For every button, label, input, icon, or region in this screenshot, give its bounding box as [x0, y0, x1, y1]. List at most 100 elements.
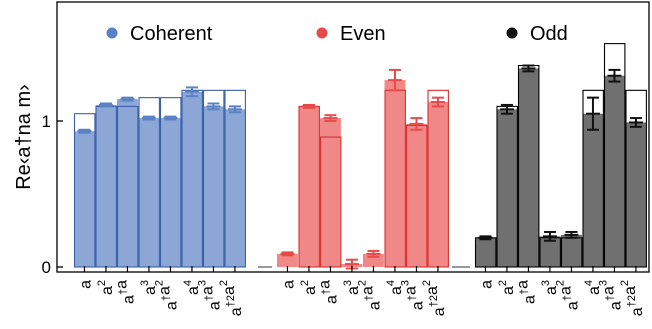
x-tick-label-part: 3	[139, 280, 151, 286]
measured-bar	[561, 234, 582, 267]
x-tick-label-part: 3	[540, 280, 552, 286]
x-tick-label: a†a3	[597, 280, 624, 310]
measured-bar	[518, 68, 539, 267]
x-tick-label-part: a	[156, 286, 173, 295]
x-tick-label: a2	[497, 280, 517, 295]
x-tick-label-part: 2	[421, 280, 433, 286]
x-tick-label-part: a	[402, 286, 419, 295]
x-tick-label-part: †	[518, 289, 530, 295]
measured-bar	[582, 113, 604, 267]
x-tick-label-part: 2	[218, 280, 230, 286]
x-tick-label-part: a	[113, 280, 130, 289]
x-tick-label: a4	[385, 280, 405, 295]
x-tick-label-part: a	[345, 286, 362, 295]
y-tick-label: 0	[42, 258, 51, 277]
x-tick-label-part: 2	[554, 280, 566, 286]
legend-label: Even	[340, 23, 386, 45]
x-tick-label: a†2a2	[218, 280, 245, 316]
measured-bar	[427, 102, 449, 268]
x-tick-label-part: a	[607, 301, 624, 310]
x-tick-label-part: 3	[342, 280, 354, 286]
x-tick-label-part: a	[557, 286, 574, 295]
x-tick-label-part: †	[604, 295, 616, 301]
x-tick-label-part: a	[478, 280, 495, 289]
x-tick-label: a†a3	[196, 280, 223, 310]
x-tick-label-part: 2	[153, 280, 165, 286]
x-tick-label: a2	[299, 280, 319, 295]
x-tick-label-part: 2	[96, 280, 108, 286]
x-tick-label-part: a	[564, 301, 581, 310]
x-tick-label-part: †	[320, 289, 332, 295]
legend-marker	[106, 27, 118, 39]
x-tick-label-part: a	[366, 301, 383, 310]
x-tick-label-part: †	[203, 295, 215, 301]
x-tick-label-part: 4	[583, 280, 595, 286]
x-tick-label-part: a	[424, 286, 441, 295]
x-tick-label-part: 3	[597, 280, 609, 286]
x-tick-label-part: †	[117, 289, 129, 295]
measured-bar	[406, 123, 427, 267]
x-tick-label-part: a	[99, 286, 116, 295]
measured-bar	[320, 118, 341, 267]
x-tick-label-part: a	[521, 295, 538, 304]
x-tick-label-part: †	[160, 295, 172, 301]
x-tick-label-part: a	[431, 307, 448, 316]
measured-bar	[74, 131, 95, 267]
x-tick-label: a†a	[113, 280, 137, 304]
x-tick-label-part: †	[406, 295, 418, 301]
measured-bar	[496, 109, 518, 267]
measured-bar	[604, 75, 625, 268]
x-tick-label-part: a	[206, 301, 223, 310]
measured-bar	[539, 236, 561, 267]
x-tick-label-part: a	[221, 286, 238, 295]
y-tick-label: 1	[42, 112, 51, 131]
x-tick-label: a	[77, 280, 94, 289]
x-tick-label-part: a	[77, 280, 94, 289]
y-axis-label: Re‹a†na m›	[13, 84, 35, 190]
x-tick-label-part: a	[302, 286, 319, 295]
x-tick-label-part: a	[586, 286, 603, 295]
x-tick-label: a†a2	[153, 280, 180, 310]
x-tick-label-part: 4	[385, 280, 397, 286]
x-tick-label-part: 4	[182, 280, 194, 286]
measured-bar	[203, 106, 224, 268]
x-tick-label: a†a2	[554, 280, 581, 310]
x-tick-label-part: a	[600, 286, 617, 295]
measured-bar	[117, 99, 138, 267]
x-tick-label: a†a3	[399, 280, 426, 310]
x-tick-label: a4	[583, 280, 603, 295]
x-tick-label-part: a	[514, 280, 531, 289]
x-tick-label: a	[280, 280, 297, 289]
x-tick-label-part: a	[142, 286, 159, 295]
x-tick-label-part: a	[199, 286, 216, 295]
measured-bar	[277, 253, 298, 267]
plot-frame	[56, 1, 650, 273]
measured-bar	[224, 109, 246, 267]
x-tick-label: a2	[96, 280, 116, 295]
x-tick-label-part: †2	[626, 295, 638, 307]
measured-bar	[160, 118, 181, 267]
legend-label: Coherent	[130, 23, 213, 45]
x-tick-label-part: 3	[196, 280, 208, 286]
x-tick-label-part: †	[363, 295, 375, 301]
x-tick-label: a†a	[514, 280, 538, 304]
x-tick-label-part: 2	[497, 280, 509, 286]
x-tick-label-part: 2	[619, 280, 631, 286]
x-tick-label: a†2a2	[421, 280, 448, 316]
x-tick-label-part: a	[185, 286, 202, 295]
measured-bar	[384, 80, 406, 268]
x-tick-label-part: a	[280, 280, 297, 289]
measured-bar	[475, 237, 496, 267]
x-tick-label: a†2a2	[619, 280, 646, 316]
x-tick-label-part: 2	[299, 280, 311, 286]
measured-bar	[138, 118, 160, 267]
x-tick-label-part: †2	[428, 295, 440, 307]
x-tick-label: a	[478, 280, 495, 289]
measured-bar	[181, 91, 203, 267]
x-tick-label: a4	[182, 280, 202, 295]
legend-marker	[506, 27, 518, 39]
x-tick-label: a3	[540, 280, 560, 295]
x-tick-label: a3	[139, 280, 159, 295]
x-tick-label-part: †2	[225, 295, 237, 307]
x-tick-label-part: 2	[356, 280, 368, 286]
